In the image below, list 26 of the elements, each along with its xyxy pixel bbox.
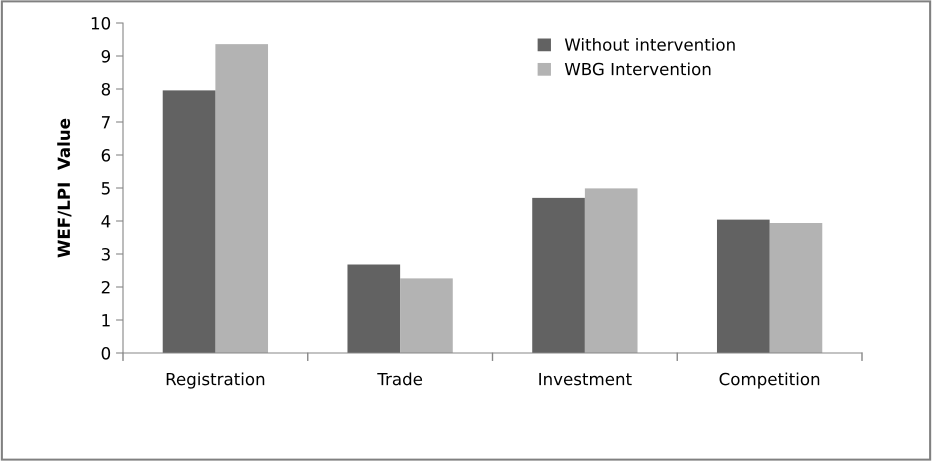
y-tick-label: 8: [102, 82, 110, 96]
y-tick-label: 2: [102, 280, 110, 294]
y-axis-title: WEF/LPI Value: [57, 118, 72, 258]
y-tick-label: 0: [102, 346, 110, 360]
bar: [400, 278, 453, 353]
x-tick-label: Trade: [377, 372, 422, 386]
y-tick-label: 9: [102, 50, 110, 63]
x-tick-label: Investment: [539, 372, 632, 386]
y-tick-label: 5: [102, 182, 110, 195]
y-tick-label: 7: [102, 116, 110, 128]
y-tick-label: 4: [101, 215, 110, 228]
legend-label: Without intervention: [564, 38, 735, 51]
y-tick-label: 10: [92, 16, 110, 30]
x-tick-label: Competition: [720, 372, 820, 389]
bar: [716, 220, 770, 353]
bar: [215, 44, 268, 353]
y-tick-label: 3: [102, 248, 110, 261]
bar: [347, 264, 400, 353]
y-tick-label: 1: [102, 314, 110, 326]
bar: [162, 90, 216, 353]
legend-label: WBG Intervention: [564, 62, 710, 76]
bar: [584, 188, 638, 353]
y-tick-label: 6: [102, 148, 110, 162]
bar: [532, 198, 585, 353]
x-tick-label: Registration: [166, 372, 264, 389]
bar: [770, 222, 822, 353]
